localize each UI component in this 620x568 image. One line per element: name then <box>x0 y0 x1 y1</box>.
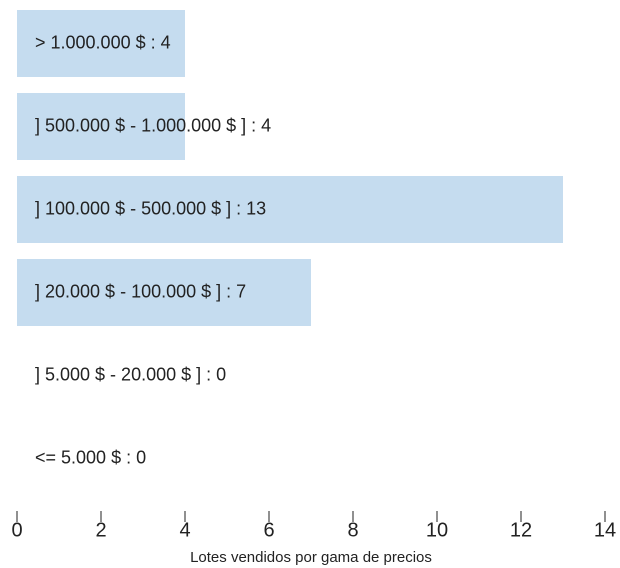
category-label: ] 500.000 $ - 1.000.000 $ ] : 4 <box>35 115 271 135</box>
category-label: ] 20.000 $ - 100.000 $ ] : 7 <box>35 281 246 301</box>
x-tick-label: 6 <box>263 519 274 541</box>
x-axis-title: Lotes vendidos por gama de precios <box>190 549 432 566</box>
x-tick-label: 4 <box>179 519 190 541</box>
category-label: > 1.000.000 $ : 4 <box>35 32 171 52</box>
x-tick-label: 12 <box>510 519 532 541</box>
x-tick-label: 0 <box>11 519 22 541</box>
category-label: ] 5.000 $ - 20.000 $ ] : 0 <box>35 364 226 384</box>
x-tick-label: 8 <box>347 519 358 541</box>
bar <box>17 176 563 243</box>
x-tick-label: 2 <box>95 519 106 541</box>
bar <box>17 259 311 326</box>
x-tick-label: 10 <box>426 519 448 541</box>
category-label: ] 100.000 $ - 500.000 $ ] : 13 <box>35 198 266 218</box>
category-label: <= 5.000 $ : 0 <box>35 447 146 467</box>
bar <box>17 10 185 77</box>
x-tick-label: 14 <box>594 519 616 541</box>
bar <box>17 93 185 160</box>
